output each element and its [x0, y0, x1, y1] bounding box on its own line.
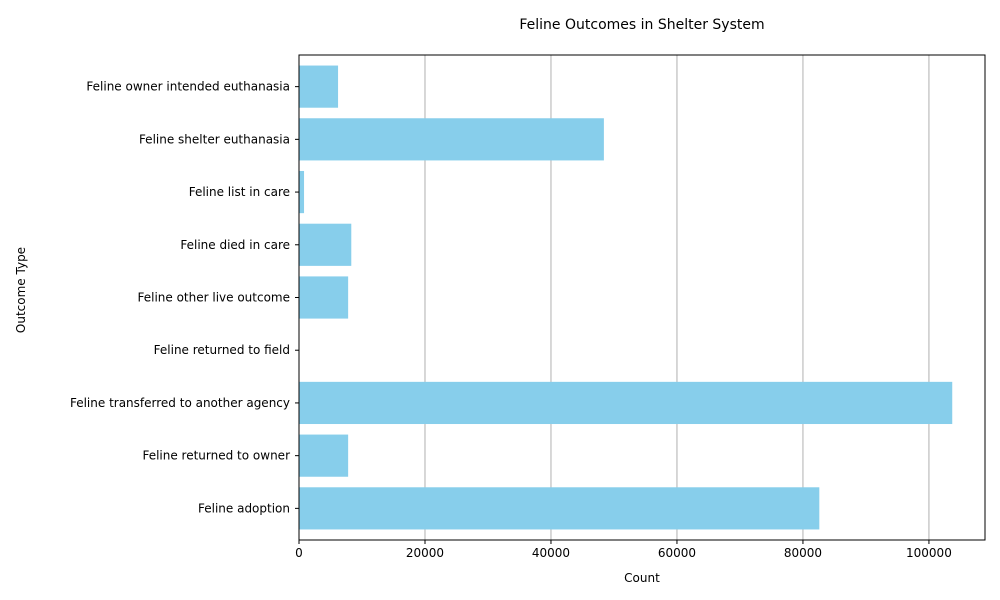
bar-1: [299, 434, 349, 477]
y-tick-label-2: Feline transferred to another agency: [70, 396, 290, 410]
x-tick-label-0: 0: [295, 546, 303, 560]
y-tick-label-1: Feline returned to owner: [142, 449, 290, 463]
bar-6: [299, 170, 305, 214]
bar-0: [299, 487, 820, 530]
bars: [299, 65, 953, 530]
y-tick-label-5: Feline died in care: [180, 238, 290, 252]
y-tick-label-0: Feline adoption: [198, 501, 290, 515]
chart-title: Feline Outcomes in Shelter System: [519, 17, 764, 33]
bar-8: [299, 65, 339, 108]
x-tick-label-4: 80000: [784, 546, 822, 560]
y-axis-title: Outcome Type: [14, 247, 28, 333]
y-tick-label-8: Feline owner intended euthanasia: [86, 80, 290, 94]
ticks: 0 20000 40000 60000 80000 100000 Feline adopti…: [70, 80, 952, 560]
bar-5: [299, 223, 352, 266]
y-tick-label-7: Feline shelter euthanasia: [139, 132, 290, 146]
bar-4: [299, 276, 349, 319]
x-tick-label-5: 100000: [906, 546, 952, 560]
y-tick-label-6: Feline list in care: [189, 185, 290, 199]
bar-2: [299, 381, 953, 425]
x-tick-label-2: 40000: [532, 546, 570, 560]
x-tick-label-1: 20000: [406, 546, 444, 560]
y-tick-label-3: Feline returned to field: [154, 343, 290, 357]
bar-7: [299, 118, 604, 161]
x-axis-title: Count: [624, 571, 660, 585]
y-tick-label-4: Feline other live outcome: [137, 291, 290, 305]
x-tick-label-3: 60000: [658, 546, 696, 560]
